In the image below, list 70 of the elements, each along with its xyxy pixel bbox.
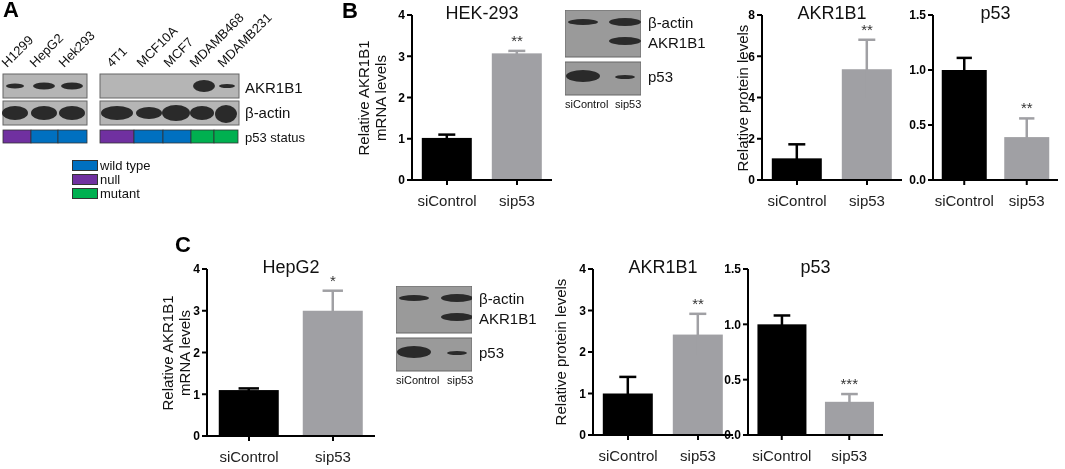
y-tick-label: 3: [579, 303, 587, 318]
text: C: [175, 232, 191, 258]
chart-title: HepG2: [262, 256, 320, 278]
y-tick-label: 1.0: [909, 63, 927, 78]
y-tick-label: 1: [193, 387, 201, 402]
y-tick-label: 0.5: [724, 372, 742, 387]
text: null: [100, 171, 121, 187]
annotation: ***: [840, 375, 859, 393]
x-tick-label: siControl: [934, 191, 994, 209]
y-axis-title: Relative AKR1B1 mRNA levels: [355, 39, 389, 156]
text: AKR1B1: [648, 33, 706, 51]
y-tick-label: 4: [579, 262, 587, 277]
y-tick-label: 0.0: [909, 173, 927, 188]
y-tick-label: 3: [398, 49, 406, 64]
x-tick-label: siControl: [598, 446, 658, 464]
text: sip53: [447, 374, 474, 386]
y-tick-label: 0: [748, 173, 756, 188]
text: siControl: [565, 98, 609, 110]
x-tick-label: sip53: [680, 446, 716, 464]
annotation: **: [511, 31, 523, 49]
text: sip53: [615, 98, 642, 110]
text: wild type: [100, 157, 151, 173]
x-tick-label: sip53: [499, 191, 535, 209]
x-tick-label: sip53: [315, 447, 351, 465]
y-tick-label: 0: [398, 173, 406, 188]
y-tick-label: 0.5: [909, 118, 927, 133]
text: 4T1: [103, 43, 130, 71]
annotation: **: [1020, 99, 1033, 117]
x-tick-label: sip53: [849, 191, 885, 209]
x-tick-label: siControl: [767, 191, 827, 209]
text: β-actin: [479, 289, 525, 307]
chart-title: p53: [980, 2, 1011, 24]
text: mutant: [100, 185, 140, 201]
x-tick-label: siControl: [219, 447, 279, 465]
text: B: [342, 0, 358, 24]
text: β-actin: [245, 103, 291, 121]
y-tick-label: 1.5: [909, 8, 927, 23]
text: AKR1B1: [479, 309, 537, 327]
y-axis-title: Relative protein levels: [551, 278, 569, 426]
y-tick-label: 2: [193, 345, 201, 360]
y-tick-label: 0: [193, 429, 201, 444]
y-tick-label: 1: [398, 132, 406, 147]
y-tick-label: 4: [398, 8, 406, 23]
x-tick-label: sip53: [831, 446, 868, 464]
text: β-actin: [648, 13, 694, 31]
text: p53 status: [245, 129, 305, 145]
y-tick-label: 8: [748, 8, 756, 23]
y-tick-label: 3: [193, 304, 201, 319]
y-tick-label: 1: [579, 386, 587, 401]
y-tick-label: 2: [579, 345, 587, 360]
y-tick-label: 1.0: [724, 317, 742, 332]
text: AKR1B1: [245, 78, 303, 96]
y-axis-title: Relative AKR1B1 mRNA levels: [159, 294, 193, 411]
y-tick-label: 0: [579, 428, 587, 443]
text: A: [3, 0, 19, 23]
y-tick-label: 6: [748, 49, 756, 64]
chart-title: p53: [800, 256, 831, 278]
text: p53: [479, 343, 505, 361]
chart-title: HEK-293: [445, 2, 519, 24]
chart-title: AKR1B1: [628, 256, 698, 278]
text: p53: [648, 67, 674, 85]
x-tick-label: siControl: [417, 191, 477, 209]
x-tick-label: siControl: [752, 446, 812, 464]
y-tick-label: 1.5: [724, 262, 742, 277]
text: siControl: [396, 374, 440, 386]
annotation: **: [692, 294, 704, 312]
x-tick-label: sip53: [1008, 191, 1045, 209]
annotation: *: [330, 271, 337, 289]
y-tick-label: 4: [193, 262, 201, 277]
y-tick-label: 2: [398, 90, 406, 105]
